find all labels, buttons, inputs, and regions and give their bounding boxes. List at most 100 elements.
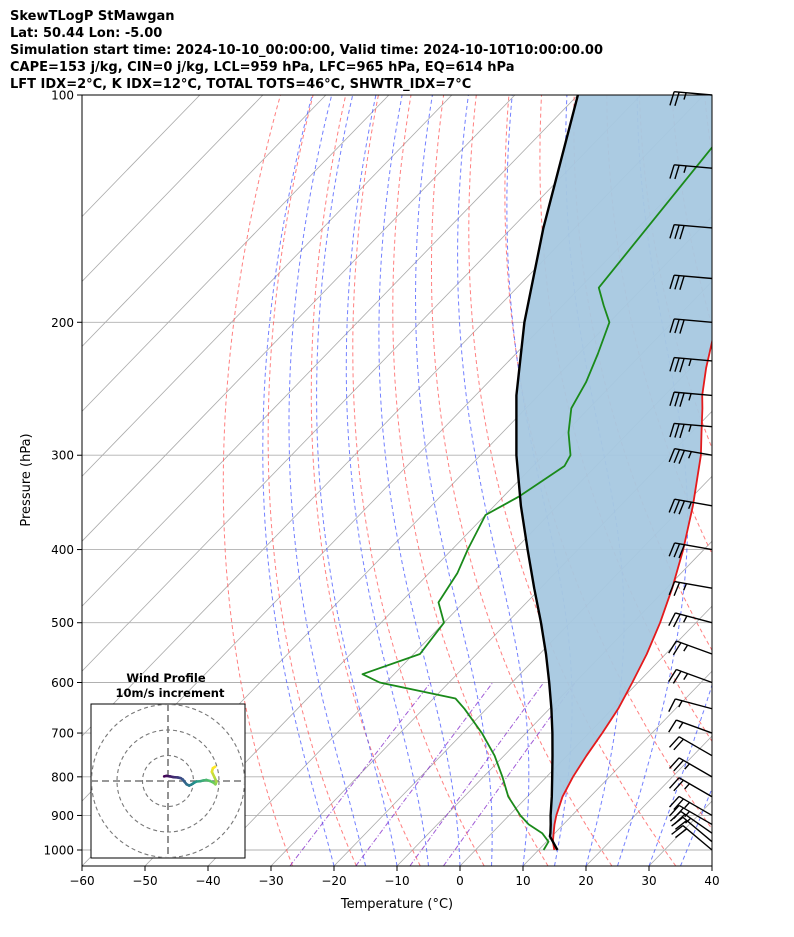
inset-subtitle: 10m/s increment bbox=[116, 686, 225, 700]
wind-barb bbox=[671, 825, 713, 851]
x-tick-label: 10 bbox=[515, 874, 530, 888]
wind-barb-staff bbox=[674, 90, 713, 96]
axis-ticks: −60 −50 −40 −30 −20 −10 0 10 20 30 40 100 200 300 400 5… bbox=[43, 89, 719, 889]
wind-barb-half-flag bbox=[687, 501, 692, 510]
wind-barb-flag bbox=[678, 450, 686, 464]
wind-barb-half-flag bbox=[683, 165, 687, 173]
dewpoint-line bbox=[361, 145, 712, 851]
wind-barb-half-flag bbox=[683, 644, 689, 652]
wind-barb-staff bbox=[675, 612, 713, 624]
wind-barb bbox=[668, 498, 713, 515]
wind-barb-staff bbox=[674, 274, 713, 280]
wind-barb bbox=[668, 542, 713, 559]
wind-barb-flag bbox=[668, 448, 676, 463]
dry-adiabat bbox=[352, 95, 485, 866]
y-tick-label: 300 bbox=[51, 449, 74, 463]
wind-barb bbox=[669, 422, 713, 439]
wind-barb-half-flag bbox=[683, 673, 689, 681]
wind-barb bbox=[668, 580, 713, 596]
wind-barb bbox=[668, 777, 713, 798]
wind-barb-half-flag bbox=[684, 763, 691, 770]
wind-barb-flag bbox=[669, 91, 675, 106]
wind-barb-flag bbox=[671, 825, 684, 835]
indices-line-2: LFT IDX=2°C, K IDX=12°C, TOTAL TOTS=46°C… bbox=[10, 77, 472, 92]
wind-barb-staff bbox=[674, 447, 713, 456]
wind-barb-flag bbox=[668, 698, 676, 712]
wind-barb bbox=[669, 391, 713, 407]
wind-barb-flag bbox=[673, 449, 681, 464]
x-tick-label: 40 bbox=[704, 874, 719, 888]
wind-barb-flag bbox=[668, 542, 676, 557]
wind-barb-flag bbox=[668, 719, 677, 733]
wind-barb-flag bbox=[678, 544, 686, 559]
wind-barb-half-flag bbox=[683, 92, 687, 100]
moist-adiabat bbox=[648, 683, 712, 866]
wind-barb-flag bbox=[668, 498, 676, 513]
wind-barb-flag bbox=[679, 392, 685, 407]
dry-adiabat bbox=[468, 95, 677, 866]
wind-barb-staff bbox=[678, 804, 713, 826]
isotherm bbox=[82, 95, 264, 283]
wind-barb-flag bbox=[668, 669, 677, 683]
wind-barb-staff bbox=[678, 757, 713, 778]
y-tick-label: 900 bbox=[51, 809, 74, 823]
wind-barb bbox=[668, 612, 713, 628]
wind-barb-flag bbox=[674, 165, 680, 180]
moist-adiabat bbox=[414, 95, 493, 866]
wind-barb-flag bbox=[668, 757, 680, 769]
wind-barb-flag bbox=[672, 642, 682, 656]
profile-lines bbox=[361, 95, 712, 851]
y-tick-label: 600 bbox=[51, 676, 74, 690]
wind-barb-flag bbox=[674, 819, 688, 830]
y-axis-label: Pressure (hPa) bbox=[19, 433, 34, 526]
wind-barb bbox=[668, 668, 713, 684]
isotherm bbox=[585, 735, 712, 866]
dry-adiabat bbox=[310, 95, 421, 866]
wind-barb-half-flag bbox=[688, 358, 692, 367]
isotherm bbox=[522, 670, 712, 866]
wind-barb-flag bbox=[674, 813, 686, 825]
wind-barb-flag bbox=[674, 828, 688, 839]
moist-adiabat bbox=[262, 95, 335, 866]
isotherm bbox=[82, 95, 579, 607]
wind-barb-half-flag bbox=[684, 801, 691, 809]
y-tick-label: 500 bbox=[51, 616, 74, 630]
wind-barb bbox=[669, 223, 713, 240]
x-tick-label: 30 bbox=[641, 874, 656, 888]
wind-barb-flag bbox=[674, 275, 680, 290]
isotherm bbox=[396, 540, 712, 866]
wind-barb-flag bbox=[678, 500, 686, 515]
wind-barb-staff bbox=[674, 498, 713, 507]
indices-line-1: CAPE=153 j/kg, CIN=0 j/kg, LCL=959 hPa, … bbox=[10, 60, 515, 75]
x-tick-label: −20 bbox=[321, 874, 346, 888]
wind-barb-staff bbox=[676, 719, 713, 734]
wind-barb-flag bbox=[673, 759, 684, 772]
wind-barb-staff bbox=[678, 736, 713, 757]
y-tick-label: 200 bbox=[51, 316, 74, 330]
wind-barb-flag bbox=[679, 319, 685, 334]
wind-barb bbox=[668, 736, 713, 757]
wind-barb-flag bbox=[673, 582, 681, 596]
dry-adiabat bbox=[267, 95, 357, 866]
wind-barb-flag bbox=[673, 798, 684, 811]
wind-barb bbox=[668, 447, 713, 464]
mixing-ratio-line bbox=[442, 682, 576, 866]
moist-adiabat bbox=[316, 95, 398, 866]
x-tick-label: −60 bbox=[69, 874, 94, 888]
mixing-ratio-line bbox=[409, 682, 545, 866]
location-line: Lat: 50.44 Lon: -5.00 bbox=[10, 26, 163, 41]
moist-adiabat bbox=[345, 95, 429, 866]
cape-area bbox=[516, 95, 712, 840]
wind-barb-staff bbox=[674, 580, 713, 589]
wind-barb-half-flag bbox=[678, 700, 683, 708]
moist-adiabat bbox=[457, 95, 530, 866]
wind-barb-flag bbox=[669, 423, 675, 438]
wind-barb bbox=[668, 640, 713, 656]
x-tick-label: −10 bbox=[384, 874, 409, 888]
wind-barb-flag bbox=[674, 357, 680, 372]
wind-barb-flag bbox=[669, 224, 675, 239]
chart-header: SkewTLogP StMawgan Lat: 50.44 Lon: -5.00… bbox=[10, 8, 790, 93]
isotherm bbox=[82, 95, 642, 672]
isotherm bbox=[711, 865, 712, 866]
